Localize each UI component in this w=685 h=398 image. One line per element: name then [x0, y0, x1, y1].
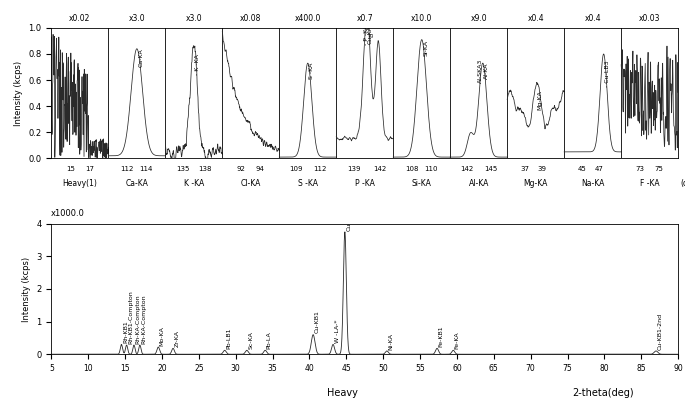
- Text: x400.0: x400.0: [295, 14, 321, 23]
- Text: W -LA-*: W -LA-*: [334, 320, 340, 343]
- Text: 15: 15: [66, 166, 75, 172]
- Text: Cu-KB1: Cu-KB1: [314, 310, 320, 334]
- Text: Pb-LA: Pb-LA: [266, 331, 272, 349]
- Text: 94: 94: [256, 166, 264, 172]
- Text: Cu-KB1-2nd: Cu-KB1-2nd: [658, 312, 662, 350]
- Text: Ni-KA: Ni-KA: [388, 333, 393, 350]
- Text: B: B: [369, 32, 374, 37]
- Text: 37: 37: [520, 166, 530, 172]
- Text: Fe-KA: Fe-KA: [455, 332, 460, 349]
- Text: x3.0: x3.0: [129, 14, 145, 23]
- Text: Si-KA: Si-KA: [412, 179, 432, 188]
- Text: Mg-KA: Mg-KA: [523, 179, 548, 188]
- Text: Rh-KA-Compton: Rh-KA-Compton: [136, 294, 140, 344]
- Y-axis label: Intensity (kcps): Intensity (kcps): [22, 256, 31, 322]
- Text: Cu-KA: Cu-KA: [347, 212, 351, 230]
- Text: Pb-LB1: Pb-LB1: [226, 328, 231, 349]
- Text: x9.0: x9.0: [471, 14, 487, 23]
- Text: Na-KA: Na-KA: [581, 179, 604, 188]
- Text: 139: 139: [347, 166, 360, 172]
- Text: 39: 39: [538, 166, 547, 172]
- Y-axis label: Intensity (kcps): Intensity (kcps): [14, 60, 23, 126]
- Text: 2-theta(deg): 2-theta(deg): [572, 388, 634, 398]
- Text: Heavy(1): Heavy(1): [62, 179, 97, 188]
- Text: - K -KA: - K -KA: [195, 54, 200, 75]
- Text: Ca-KA: Ca-KA: [138, 49, 143, 67]
- Text: Rh-KB1-Compton: Rh-KB1-Compton: [128, 290, 133, 344]
- Text: Mo-KA: Mo-KA: [160, 326, 165, 346]
- Text: Rh-KA-Compton: Rh-KA-Compton: [141, 294, 147, 344]
- Text: x0.4: x0.4: [527, 14, 544, 23]
- Text: Cl-KA: Cl-KA: [240, 179, 261, 188]
- Text: x0.7: x0.7: [356, 14, 373, 23]
- Text: 73: 73: [636, 166, 645, 172]
- Text: S -KA: S -KA: [310, 63, 314, 79]
- Text: x0.02: x0.02: [69, 14, 90, 23]
- Text: Fe-KB1: Fe-KB1: [438, 326, 443, 347]
- Text: Al-KA: Al-KA: [484, 63, 489, 79]
- Text: 114: 114: [140, 166, 153, 172]
- Text: 142: 142: [460, 166, 473, 172]
- Text: Ca-KA: Ca-KA: [125, 179, 148, 188]
- Text: Cu-KA: Cu-KA: [367, 25, 372, 44]
- Text: 47: 47: [595, 166, 603, 172]
- Text: Mg-KA: Mg-KA: [537, 90, 543, 109]
- Text: 109: 109: [289, 166, 302, 172]
- Text: 45: 45: [577, 166, 586, 172]
- Text: x1000.0: x1000.0: [51, 209, 85, 219]
- Text: (deg): (deg): [680, 179, 685, 188]
- Text: 75: 75: [655, 166, 664, 172]
- Text: x0.4: x0.4: [584, 14, 601, 23]
- Text: Al-SKA3: Al-SKA3: [478, 59, 483, 83]
- Text: Zr-KA: Zr-KA: [175, 330, 179, 347]
- Text: 142: 142: [373, 166, 387, 172]
- Text: 108: 108: [406, 166, 419, 172]
- Text: - Cu-LB3: - Cu-LB3: [605, 60, 610, 87]
- Text: S -KA: S -KA: [298, 179, 318, 188]
- Text: x0.03: x0.03: [639, 14, 660, 23]
- Text: - P -KA: - P -KA: [364, 24, 369, 45]
- Text: x0.08: x0.08: [240, 14, 262, 23]
- Text: F -KA: F -KA: [640, 179, 660, 188]
- Text: x3.0: x3.0: [186, 14, 202, 23]
- Text: Sc-KA: Sc-KA: [248, 331, 253, 349]
- Text: 112: 112: [313, 166, 327, 172]
- Text: 138: 138: [198, 166, 211, 172]
- Text: x10.0: x10.0: [411, 14, 432, 23]
- Text: 110: 110: [425, 166, 438, 172]
- Text: 135: 135: [177, 166, 190, 172]
- Text: 92: 92: [237, 166, 246, 172]
- Text: Heavy: Heavy: [327, 388, 358, 398]
- Text: Rh-KB1: Rh-KB1: [123, 320, 128, 343]
- Text: 17: 17: [85, 166, 94, 172]
- Text: P -KA: P -KA: [355, 179, 375, 188]
- Text: K -KA: K -KA: [184, 179, 204, 188]
- Text: 145: 145: [484, 166, 497, 172]
- Text: Si-KA: Si-KA: [423, 39, 428, 55]
- Text: Al-KA: Al-KA: [469, 179, 489, 188]
- Text: 112: 112: [121, 166, 134, 172]
